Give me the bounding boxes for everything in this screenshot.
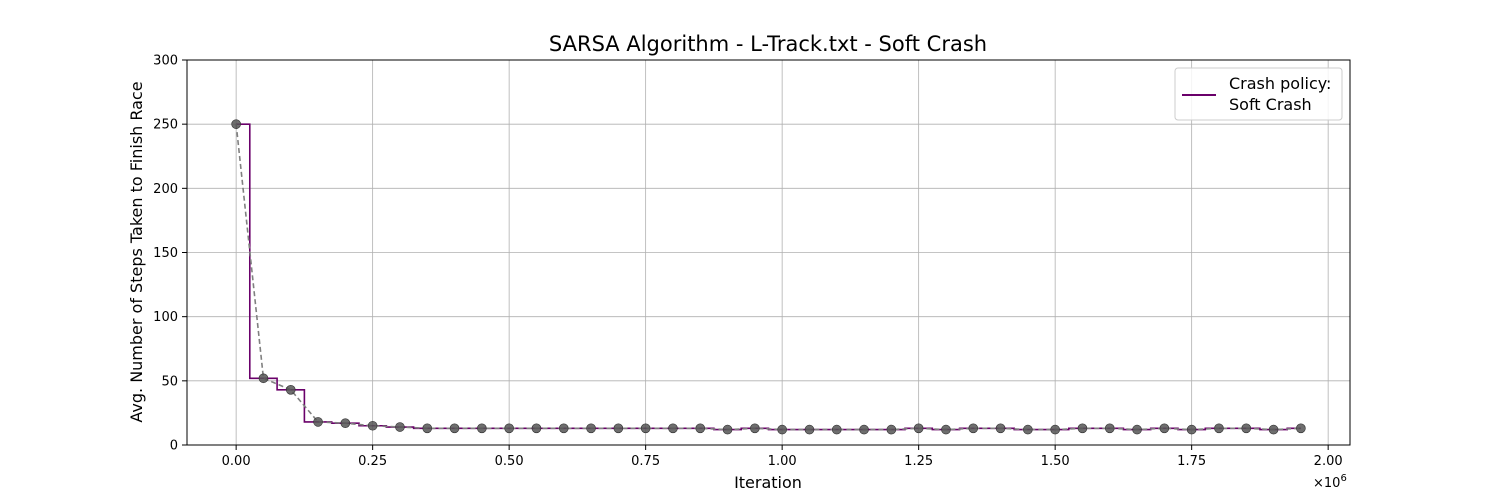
- data-point: [777, 424, 787, 435]
- data-point: [668, 423, 678, 434]
- legend: Crash policy: Soft Crash: [1174, 67, 1343, 121]
- data-point: [477, 423, 487, 434]
- data-point: [1186, 424, 1197, 435]
- data-point: [367, 420, 378, 431]
- data-point: [1077, 423, 1088, 434]
- data-point: [1159, 423, 1170, 434]
- data-point: [1268, 424, 1279, 435]
- data-point: [968, 423, 979, 434]
- x-axis-scale-exponent: 6: [1340, 473, 1346, 484]
- legend-box: [1174, 67, 1343, 121]
- data-point: [1241, 423, 1252, 434]
- x-axis-scale-label: ×106: [1313, 473, 1347, 491]
- x-tick-label: 0.50: [495, 454, 524, 469]
- data-point: [886, 424, 897, 435]
- y-tick-label: 300: [153, 54, 178, 69]
- y-tick-label: 100: [153, 310, 178, 325]
- legend-entry-line: Crash policy:: [1229, 74, 1331, 93]
- data-point: [285, 385, 296, 395]
- data-point: [913, 423, 924, 434]
- y-tick-label: 250: [153, 118, 178, 133]
- legend-entry-line: Soft Crash: [1229, 95, 1312, 114]
- data-point: [1050, 424, 1060, 435]
- data-point: [558, 423, 569, 434]
- data-point: [504, 423, 514, 434]
- plot-frame: [186, 59, 1351, 446]
- data-point: [1104, 423, 1115, 434]
- y-tick-label: 0: [170, 439, 178, 454]
- axis-ticks: 0.00 0.25 0.50 0.75 1.00 1.25 1.50 1.75 2.00 0 50 1…: [153, 54, 1342, 470]
- x-tick-label: 1.25: [904, 454, 933, 469]
- data-point: [640, 423, 651, 434]
- y-tick-label: 200: [153, 182, 178, 197]
- x-tick-label: 0.25: [358, 454, 387, 469]
- data-point: [831, 424, 842, 435]
- data-point: [531, 423, 542, 434]
- step-series-line: [236, 123, 1301, 431]
- y-tick-label: 150: [153, 246, 178, 261]
- chart-title: SARSA Algorithm - L-Track.txt - Soft Cra…: [549, 32, 987, 56]
- data-point: [422, 423, 433, 434]
- data-point: [750, 423, 760, 434]
- data-point: [695, 423, 706, 434]
- data-point: [231, 119, 241, 129]
- x-tick-label: 0.75: [631, 454, 660, 469]
- x-tick-label: 0.00: [222, 454, 251, 469]
- data-point: [1296, 423, 1306, 434]
- legend-entry-label: Crash policy: Soft Crash: [1229, 74, 1331, 114]
- y-axis-label: Avg. Number of Steps Taken to Finish Rac…: [127, 81, 146, 422]
- x-tick-label: 1.00: [768, 454, 797, 469]
- data-point: [941, 424, 951, 435]
- data-point: [586, 423, 596, 434]
- x-axis-label: Iteration: [734, 473, 802, 492]
- x-tick-label: 2.00: [1314, 454, 1343, 469]
- data-point: [258, 373, 269, 384]
- data-point: [995, 423, 1006, 434]
- x-tick-label: 1.50: [1041, 454, 1070, 469]
- data-point: [1132, 424, 1142, 435]
- data-point: [804, 424, 815, 435]
- data-point: [395, 422, 405, 432]
- y-tick-label: 50: [161, 374, 178, 389]
- x-axis-scale-base: ×10: [1313, 476, 1340, 491]
- data-point: [340, 418, 351, 428]
- data-point: [1214, 423, 1224, 434]
- data-point: [449, 423, 460, 434]
- x-tick-label: 1.75: [1177, 454, 1206, 469]
- plot-series: [231, 119, 1306, 435]
- data-point: [1023, 424, 1033, 435]
- data-point: [859, 424, 869, 435]
- data-point: [613, 423, 624, 434]
- data-point: [722, 424, 733, 435]
- point-series-line: [235, 124, 1301, 431]
- data-point: [313, 417, 323, 427]
